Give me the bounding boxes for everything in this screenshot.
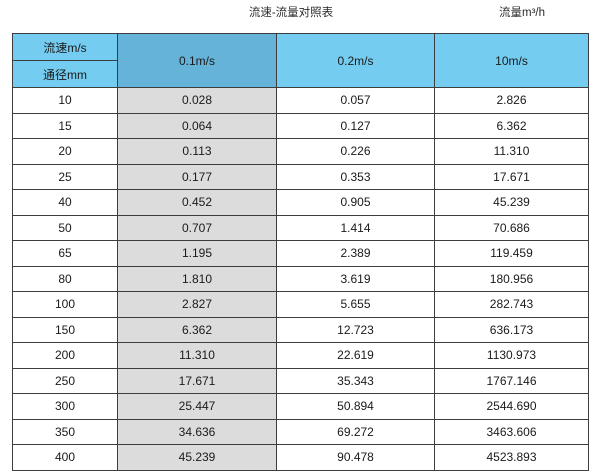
cell-value-2: 636.173 xyxy=(434,316,589,343)
cell-value-0: 0.064 xyxy=(117,112,277,139)
row-label: 350 xyxy=(12,418,118,445)
table-row: 25 0.177 0.353 17.671 xyxy=(12,163,589,190)
corner-header-diameter: 通径mm xyxy=(12,60,118,88)
cell-value-0: 0.113 xyxy=(117,138,277,165)
table-row: 10 0.028 0.057 2.826 xyxy=(12,87,589,114)
table-header-row-top: 流速m/s 0.1m/s 0.2m/s 10m/s xyxy=(12,33,589,88)
cell-value-2: 282.743 xyxy=(434,291,589,318)
row-label: 20 xyxy=(12,138,118,165)
cell-value-0: 1.195 xyxy=(117,240,277,267)
table-row: 400 45.239 90.478 4523.893 xyxy=(12,444,589,471)
cell-value-1: 12.723 xyxy=(276,316,435,343)
cell-value-2: 70.686 xyxy=(434,214,589,241)
table-row: 65 1.195 2.389 119.459 xyxy=(12,240,589,267)
row-label: 40 xyxy=(12,189,118,216)
cell-value-2: 4523.893 xyxy=(434,444,589,471)
cell-value-1: 0.226 xyxy=(276,138,435,165)
table-row: 350 34.636 69.272 3463.606 xyxy=(12,418,589,445)
table-row: 40 0.452 0.905 45.239 xyxy=(12,189,589,216)
cell-value-0: 0.028 xyxy=(117,87,277,114)
table-row: 250 17.671 35.343 1767.146 xyxy=(12,367,589,394)
cell-value-1: 35.343 xyxy=(276,367,435,394)
cell-value-1: 0.057 xyxy=(276,87,435,114)
corner-header-velocity: 流速m/s xyxy=(12,33,118,61)
cell-value-0: 1.810 xyxy=(117,265,277,292)
column-header-1: 0.2m/s xyxy=(276,33,435,88)
cell-value-1: 3.619 xyxy=(276,265,435,292)
cell-value-2: 1130.973 xyxy=(434,342,589,369)
table-row: 100 2.827 5.655 282.743 xyxy=(12,291,589,318)
cell-value-0: 0.177 xyxy=(117,163,277,190)
cell-value-1: 1.414 xyxy=(276,214,435,241)
cell-value-0: 17.671 xyxy=(117,367,277,394)
row-label: 50 xyxy=(12,214,118,241)
table-header-row-bottom: 通径mm xyxy=(12,60,589,88)
row-label: 300 xyxy=(12,393,118,420)
cell-value-1: 0.353 xyxy=(276,163,435,190)
cell-value-2: 3463.606 xyxy=(434,418,589,445)
row-label: 200 xyxy=(12,342,118,369)
row-label: 100 xyxy=(12,291,118,318)
cell-value-2: 6.362 xyxy=(434,112,589,139)
row-label: 65 xyxy=(12,240,118,267)
cell-value-0: 11.310 xyxy=(117,342,277,369)
cell-value-2: 45.239 xyxy=(434,189,589,216)
table-row: 15 0.064 0.127 6.362 xyxy=(12,112,589,139)
cell-value-1: 2.389 xyxy=(276,240,435,267)
table-row: 20 0.113 0.226 11.310 xyxy=(12,138,589,165)
flow-velocity-table-wrapper: 流速m/s 0.1m/s 0.2m/s 10m/s 通径mm 10 0.028 … xyxy=(12,33,589,471)
table-header: 流速m/s 0.1m/s 0.2m/s 10m/s 通径mm xyxy=(12,33,589,88)
table-row: 80 1.810 3.619 180.956 xyxy=(12,265,589,292)
row-label: 250 xyxy=(12,367,118,394)
table-row: 150 6.362 12.723 636.173 xyxy=(12,316,589,343)
cell-value-2: 180.956 xyxy=(434,265,589,292)
table-row: 200 11.310 22.619 1130.973 xyxy=(12,342,589,369)
cell-value-0: 34.636 xyxy=(117,418,277,445)
caption-strip: 流速-流量对照表 流量m³/h xyxy=(0,0,600,33)
cell-value-1: 50.894 xyxy=(276,393,435,420)
flow-unit-label: 流量m³/h xyxy=(499,7,545,19)
cell-value-1: 90.478 xyxy=(276,444,435,471)
row-label: 15 xyxy=(12,112,118,139)
row-label: 80 xyxy=(12,265,118,292)
cell-value-0: 6.362 xyxy=(117,316,277,343)
cell-value-1: 22.619 xyxy=(276,342,435,369)
cell-value-0: 25.447 xyxy=(117,393,277,420)
cell-value-1: 69.272 xyxy=(276,418,435,445)
row-label: 10 xyxy=(12,87,118,114)
cell-value-2: 2544.690 xyxy=(434,393,589,420)
column-header-0: 0.1m/s xyxy=(117,33,277,88)
cell-value-1: 0.905 xyxy=(276,189,435,216)
flow-velocity-table: 流速m/s 0.1m/s 0.2m/s 10m/s 通径mm 10 0.028 … xyxy=(12,33,589,471)
cell-value-2: 1767.146 xyxy=(434,367,589,394)
cell-value-0: 45.239 xyxy=(117,444,277,471)
row-label: 150 xyxy=(12,316,118,343)
cell-value-2: 17.671 xyxy=(434,163,589,190)
cell-value-0: 0.707 xyxy=(117,214,277,241)
cell-value-1: 5.655 xyxy=(276,291,435,318)
cell-value-1: 0.127 xyxy=(276,112,435,139)
table-row: 50 0.707 1.414 70.686 xyxy=(12,214,589,241)
page-title: 流速-流量对照表 xyxy=(248,7,334,19)
table-row: 300 25.447 50.894 2544.690 xyxy=(12,393,589,420)
row-label: 25 xyxy=(12,163,118,190)
cell-value-2: 11.310 xyxy=(434,138,589,165)
table-body: 10 0.028 0.057 2.826 15 0.064 0.127 6.36… xyxy=(12,87,589,471)
cell-value-0: 2.827 xyxy=(117,291,277,318)
column-header-2: 10m/s xyxy=(434,33,589,88)
cell-value-0: 0.452 xyxy=(117,189,277,216)
cell-value-2: 2.826 xyxy=(434,87,589,114)
cell-value-2: 119.459 xyxy=(434,240,589,267)
row-label: 400 xyxy=(12,444,118,471)
